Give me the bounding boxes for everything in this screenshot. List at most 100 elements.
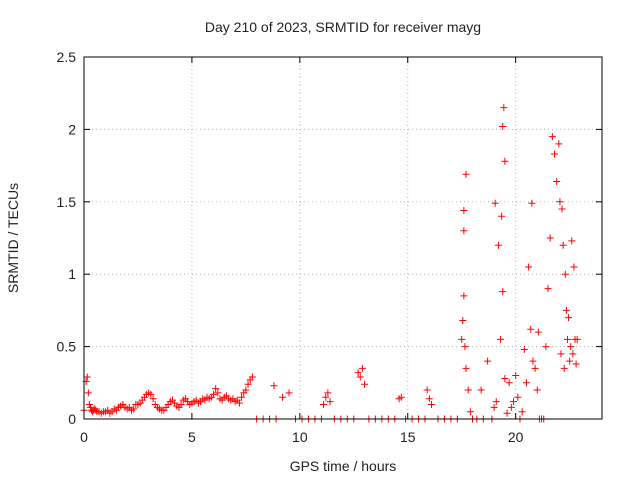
data-point xyxy=(147,390,155,398)
data-point xyxy=(572,360,580,368)
data-point xyxy=(497,335,505,343)
data-point xyxy=(462,170,470,178)
data-point xyxy=(235,399,243,407)
data-point xyxy=(85,401,93,409)
data-point xyxy=(498,212,506,220)
y-tick-label: 2 xyxy=(68,121,76,137)
data-point xyxy=(214,389,222,397)
data-point xyxy=(361,380,369,388)
x-axis-label: GPS time / hours xyxy=(290,458,397,474)
axis-ticks: 0 0.5 1 1.5 2 2.5 0 5 10 15 20 xyxy=(57,49,602,445)
data-point xyxy=(130,405,138,413)
data-point xyxy=(320,401,328,409)
data-point xyxy=(427,401,435,409)
data-point xyxy=(464,386,472,394)
data-point xyxy=(492,398,500,406)
data-point xyxy=(244,380,252,388)
data-point xyxy=(507,403,515,411)
data-point xyxy=(567,343,575,351)
data-point xyxy=(326,398,334,406)
data-point xyxy=(425,395,433,403)
data-point xyxy=(466,408,474,416)
data-point xyxy=(92,406,100,414)
x-tick-label: 20 xyxy=(508,429,524,445)
data-point xyxy=(460,227,468,235)
data-point xyxy=(562,306,570,314)
data-point xyxy=(499,288,507,296)
grid-lines xyxy=(84,57,602,419)
data-point xyxy=(210,390,217,398)
data-point xyxy=(242,386,250,394)
data-point xyxy=(510,398,518,406)
data-point xyxy=(555,140,563,148)
data-point xyxy=(514,393,522,401)
data-point xyxy=(548,133,556,141)
data-point xyxy=(83,373,91,381)
data-point xyxy=(546,234,554,242)
data-point xyxy=(358,364,366,372)
plot-frame xyxy=(83,56,603,420)
data-point xyxy=(212,385,220,393)
data-point xyxy=(531,364,539,372)
data-point xyxy=(248,373,256,381)
data-point xyxy=(499,123,507,131)
data-point xyxy=(501,374,509,382)
data-point xyxy=(458,335,466,343)
data-point xyxy=(462,364,470,372)
data-point xyxy=(423,386,431,394)
data-point xyxy=(556,198,564,206)
data-point xyxy=(565,314,573,322)
data-point xyxy=(573,335,581,343)
data-point xyxy=(86,403,94,411)
data-point xyxy=(558,205,566,213)
data-point xyxy=(354,369,362,377)
data-point xyxy=(501,157,509,165)
data-point xyxy=(322,393,330,401)
data-point xyxy=(551,150,559,158)
data-point xyxy=(149,395,157,403)
y-tick-label: 1 xyxy=(68,266,76,282)
data-point xyxy=(553,178,561,186)
data-point xyxy=(557,350,565,358)
data-point xyxy=(490,403,498,411)
data-point xyxy=(527,325,535,333)
data-point xyxy=(533,386,541,394)
data-point xyxy=(569,350,577,358)
y-tick-label: 1.5 xyxy=(57,194,77,210)
data-point xyxy=(494,241,502,249)
data-point xyxy=(484,357,492,365)
chart-title: Day 210 of 2023, SRMTID for receiver may… xyxy=(205,19,481,35)
data-point xyxy=(542,343,550,351)
data-point xyxy=(477,386,485,394)
data-point xyxy=(520,345,528,353)
data-point xyxy=(460,206,468,214)
data-point xyxy=(460,292,468,300)
data-point xyxy=(461,343,469,351)
data-point xyxy=(177,401,185,409)
data-point xyxy=(512,372,520,380)
data-point xyxy=(500,104,508,112)
data-point xyxy=(560,364,568,372)
data-point xyxy=(534,328,542,336)
y-tick-label: 2.5 xyxy=(57,49,77,65)
x-tick-label: 15 xyxy=(400,429,416,445)
data-point xyxy=(397,393,405,401)
data-point xyxy=(503,409,511,417)
data-point xyxy=(279,393,287,401)
data-point xyxy=(561,270,569,278)
data-point xyxy=(459,317,467,325)
y-axis-label: SRMTID / TECUs xyxy=(5,183,21,293)
data-point xyxy=(544,285,552,293)
data-point xyxy=(238,393,246,401)
data-point xyxy=(529,357,537,365)
data-point xyxy=(566,357,574,365)
data-point xyxy=(505,379,513,387)
data-point xyxy=(518,408,526,416)
data-point xyxy=(324,389,332,397)
data-point xyxy=(522,379,530,387)
data-point xyxy=(568,237,576,245)
data-point xyxy=(570,263,578,271)
y-tick-label: 0.5 xyxy=(57,339,77,355)
